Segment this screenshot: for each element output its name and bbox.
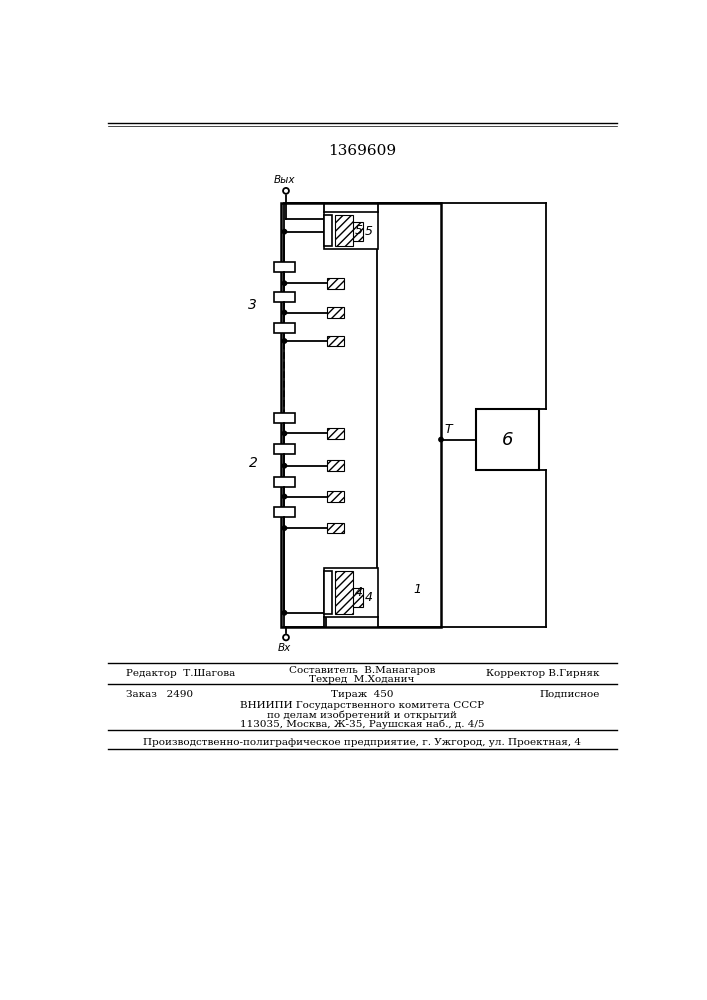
Text: Техред  М.Хoданич: Техред М.Хoданич: [309, 675, 414, 684]
Text: ВНИИПИ Государственного комитета СССР: ВНИИПИ Государственного комитета СССР: [240, 701, 484, 710]
Circle shape: [282, 611, 286, 615]
Text: Вх: Вх: [278, 643, 291, 653]
Text: 113035, Москва, Ж-35, Раушская наб., д. 4/5: 113035, Москва, Ж-35, Раушская наб., д. …: [240, 720, 484, 729]
Bar: [274, 292, 296, 302]
Text: Вых: Вых: [274, 175, 296, 185]
Circle shape: [282, 229, 286, 234]
Text: Тираж  450: Тираж 450: [331, 690, 393, 699]
Text: 6: 6: [502, 431, 513, 449]
Bar: [281, 203, 441, 627]
Text: 5: 5: [355, 224, 363, 237]
Bar: [476, 409, 539, 470]
Bar: [324, 568, 378, 617]
Bar: [325, 221, 341, 242]
Bar: [327, 278, 344, 289]
Bar: [324, 215, 332, 246]
Bar: [274, 477, 296, 487]
Text: 1369609: 1369609: [328, 144, 396, 158]
Text: 4: 4: [364, 591, 373, 604]
Text: 3: 3: [248, 298, 257, 312]
Bar: [344, 222, 363, 241]
Text: 1: 1: [414, 583, 422, 596]
Bar: [325, 587, 341, 608]
Circle shape: [282, 431, 286, 436]
Text: Производственно-полиграфическое предприятие, г. Ужгород, ул. Проектная, 4: Производственно-полиграфическое предприя…: [143, 738, 581, 747]
Bar: [274, 323, 296, 333]
Text: Составитель  В.Манагаров: Составитель В.Манагаров: [288, 666, 435, 675]
Circle shape: [283, 188, 289, 194]
Text: Заказ   2490: Заказ 2490: [126, 690, 193, 699]
Bar: [274, 262, 296, 272]
Bar: [327, 307, 344, 318]
Text: Редактор  Т.Шагова: Редактор Т.Шагова: [126, 669, 235, 678]
Bar: [327, 460, 344, 471]
Circle shape: [282, 310, 286, 315]
Bar: [327, 428, 344, 439]
Bar: [274, 507, 296, 517]
Bar: [274, 413, 296, 423]
Bar: [344, 588, 363, 607]
Text: Корректор В.Гирняк: Корректор В.Гирняк: [486, 669, 600, 678]
Circle shape: [439, 437, 443, 442]
Bar: [335, 215, 354, 246]
Bar: [274, 444, 296, 454]
Text: Подписное: Подписное: [539, 690, 600, 699]
Circle shape: [282, 494, 286, 499]
Circle shape: [282, 281, 286, 285]
Bar: [327, 491, 344, 502]
Bar: [327, 523, 344, 533]
Bar: [324, 212, 378, 249]
Bar: [327, 336, 344, 346]
Circle shape: [282, 526, 286, 530]
Bar: [335, 571, 354, 614]
Text: 4: 4: [355, 586, 363, 599]
Bar: [324, 571, 332, 614]
Text: 5: 5: [364, 225, 373, 238]
Text: 2: 2: [248, 456, 257, 470]
Circle shape: [282, 339, 286, 343]
Circle shape: [282, 464, 286, 468]
Text: T: T: [445, 423, 452, 436]
Text: по делам изобретений и открытий: по делам изобретений и открытий: [267, 711, 457, 720]
Circle shape: [283, 635, 289, 640]
